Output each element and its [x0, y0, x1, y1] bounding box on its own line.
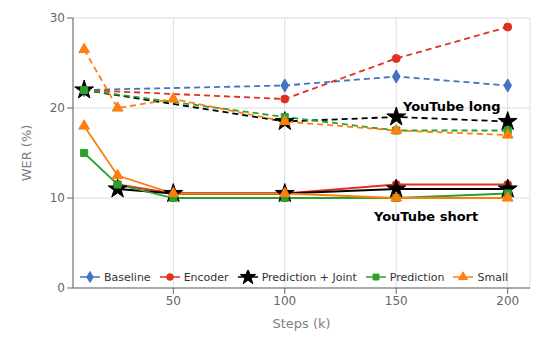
svg-text:0: 0 [57, 281, 65, 295]
svg-text:YouTube short: YouTube short [373, 209, 478, 224]
html-text:Baseline: Baseline [104, 270, 151, 284]
html-text:Encoder: Encoder [183, 270, 229, 284]
svg-text:30: 30 [50, 11, 65, 25]
svg-text:50: 50 [166, 294, 181, 308]
svg-text:WER (%): WER (%) [19, 125, 34, 182]
svg-text:100: 100 [273, 294, 296, 308]
html-text:Small: Small [477, 270, 508, 284]
svg-text:200: 200 [496, 294, 519, 308]
svg-text:Steps (k): Steps (k) [272, 316, 330, 331]
html-text:Prediction: Prediction [389, 270, 445, 284]
svg-text:20: 20 [50, 101, 65, 115]
svg-text:150: 150 [385, 294, 408, 308]
svg-text:YouTube long: YouTube long [402, 99, 501, 114]
html-text:Prediction + Joint: Prediction + Joint [261, 270, 357, 284]
svg-text:10: 10 [50, 191, 65, 205]
